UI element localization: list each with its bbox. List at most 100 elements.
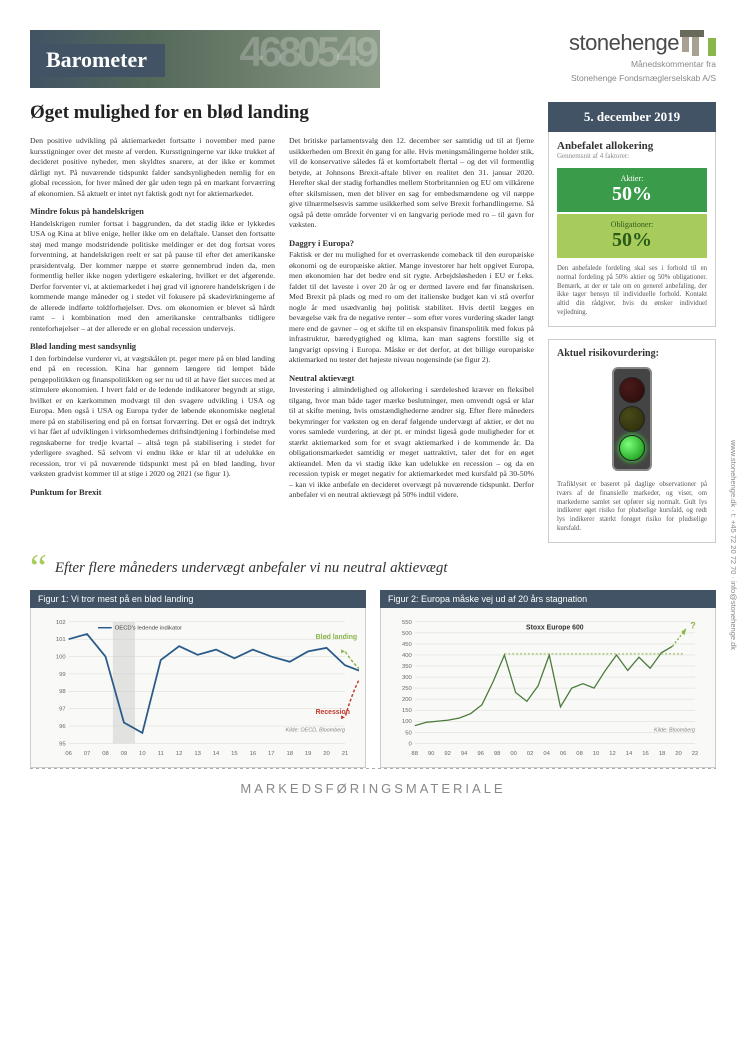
bonds-label: Obligationer: [557, 220, 707, 229]
svg-text:08: 08 [576, 751, 583, 757]
svg-text:Recession: Recession [316, 709, 350, 716]
footer-divider [30, 768, 716, 769]
bonds-pct: 50% [557, 229, 707, 252]
svg-text:00: 00 [510, 751, 517, 757]
svg-text:150: 150 [402, 708, 413, 714]
svg-text:15: 15 [231, 751, 238, 757]
svg-text:12: 12 [609, 751, 616, 757]
svg-text:20: 20 [675, 751, 682, 757]
svg-text:97: 97 [59, 706, 66, 712]
svg-text:350: 350 [402, 664, 413, 670]
banner-title: Barometer [30, 44, 165, 77]
svg-text:50: 50 [405, 730, 412, 736]
svg-text:12: 12 [176, 751, 183, 757]
svg-text:?: ? [690, 620, 695, 630]
logo-subtitle-2: Stonehenge Fondsmæglerselskab A/S [569, 73, 716, 84]
svg-text:08: 08 [102, 751, 109, 757]
svg-text:0: 0 [408, 741, 412, 747]
svg-text:10: 10 [139, 751, 146, 757]
svg-text:18: 18 [286, 751, 293, 757]
risk-box: Aktuel risikovurdering: Trafiklyset er b… [548, 339, 716, 543]
paragraph: Investering i almindelighed og allokerin… [289, 385, 534, 501]
chart-2-title: Figur 2: Europa måske vej ud af 20 års s… [380, 590, 716, 608]
chart-1-svg: 9596979899100101102060708091011121314151… [37, 614, 359, 761]
logo-text: stonehenge [569, 30, 679, 56]
svg-text:18: 18 [659, 751, 666, 757]
svg-text:88: 88 [411, 751, 418, 757]
svg-text:10: 10 [593, 751, 600, 757]
allocation-box: Anbefalet allokering Gennemsnit af 4 fak… [548, 132, 716, 327]
svg-text:100: 100 [402, 719, 413, 725]
chart-1: Figur 1: Vi tror mest på en blød landing… [30, 590, 366, 768]
light-green [619, 435, 645, 461]
svg-text:16: 16 [642, 751, 649, 757]
svg-text:550: 550 [402, 620, 413, 626]
header: Barometer stonehenge Månedskommentar fra… [30, 30, 716, 88]
stocks-pct: 50% [557, 183, 707, 206]
svg-text:20: 20 [323, 751, 330, 757]
light-red [619, 377, 645, 403]
contact-vertical: www.stonehenge.dk · t: +45 72 20 72 70 ·… [729, 440, 738, 650]
chart-1-title: Figur 1: Vi tror mest på en blød landing [30, 590, 366, 608]
paragraph: I den forbindelse vurderer vi, at vægtsk… [30, 354, 275, 480]
svg-text:450: 450 [402, 642, 413, 648]
svg-text:200: 200 [402, 697, 413, 703]
logo-subtitle-1: Månedskommentar fra [569, 59, 716, 70]
svg-text:Kilde: Bloomberg: Kilde: Bloomberg [654, 727, 695, 733]
svg-text:19: 19 [305, 751, 312, 757]
svg-text:99: 99 [59, 672, 66, 678]
logo-block: stonehenge Månedskommentar fra Stoneheng… [569, 30, 716, 84]
svg-text:07: 07 [84, 751, 91, 757]
pull-quote: “ Efter flere måneders undervægt anbefal… [30, 557, 716, 580]
logo-icon [682, 30, 716, 56]
svg-text:Blød landing: Blød landing [316, 634, 358, 641]
footer-text: MARKEDSFØRINGSMATERIALE [30, 781, 716, 796]
svg-text:17: 17 [268, 751, 275, 757]
svg-text:09: 09 [121, 751, 128, 757]
chart-2: Figur 2: Europa måske vej ud af 20 års s… [380, 590, 716, 768]
paragraph: Den positive udvikling på aktiemarkedet … [30, 136, 275, 199]
svg-text:400: 400 [402, 653, 413, 659]
svg-text:14: 14 [626, 751, 633, 757]
stocks-label: Aktier: [557, 174, 707, 183]
svg-text:06: 06 [560, 751, 567, 757]
risk-title: Aktuel risikovurdering: [557, 348, 707, 359]
svg-text:Stoxx Europe 600: Stoxx Europe 600 [526, 624, 584, 631]
allocation-note: Den anbefalede fordeling skal ses i forh… [557, 265, 707, 318]
article: Øget mulighed for en blød landing Den po… [30, 102, 534, 504]
svg-text:14: 14 [213, 751, 220, 757]
svg-text:100: 100 [56, 654, 67, 660]
svg-text:22: 22 [692, 751, 699, 757]
svg-text:16: 16 [250, 751, 257, 757]
svg-text:02: 02 [527, 751, 534, 757]
subheading: Mindre fokus på handelskrigen [30, 206, 275, 217]
risk-note: Trafiklyset er baseret på daglige observ… [557, 481, 707, 534]
paragraph: Det britiske parlamentsvalg den 12. dece… [289, 136, 534, 231]
traffic-light-icon [612, 367, 652, 471]
date-box: 5. december 2019 [548, 102, 716, 132]
svg-text:96: 96 [59, 724, 66, 730]
paragraph: Handelskrigen rumler fortsat i baggrunde… [30, 219, 275, 335]
svg-text:90: 90 [428, 751, 435, 757]
svg-text:94: 94 [461, 751, 468, 757]
article-title: Øget mulighed for en blød landing [30, 102, 534, 124]
banner: Barometer [30, 30, 380, 88]
svg-text:98: 98 [494, 751, 501, 757]
quote-mark-icon: “ [30, 557, 47, 580]
subheading: Punktum for Brexit [30, 487, 275, 498]
paragraph: Faktisk er der nu mulighed for et overra… [289, 250, 534, 366]
svg-text:102: 102 [56, 620, 66, 626]
svg-text:500: 500 [402, 631, 413, 637]
subheading: Neutral aktievægt [289, 373, 534, 384]
svg-text:11: 11 [158, 751, 164, 757]
allocation-subtitle: Gennemsnit af 4 faktorer: [557, 152, 707, 160]
svg-text:OECD's ledende indikator: OECD's ledende indikator [115, 625, 182, 631]
allocation-title: Anbefalet allokering [557, 140, 707, 152]
svg-text:06: 06 [65, 751, 72, 757]
chart-2-svg: 0501001502002503003504004505005508890929… [387, 614, 709, 761]
svg-text:98: 98 [59, 689, 66, 695]
svg-text:04: 04 [543, 751, 550, 757]
subheading: Daggry i Europa? [289, 238, 534, 249]
sidebar: 5. december 2019 Anbefalet allokering Ge… [548, 102, 716, 543]
svg-text:92: 92 [444, 751, 451, 757]
